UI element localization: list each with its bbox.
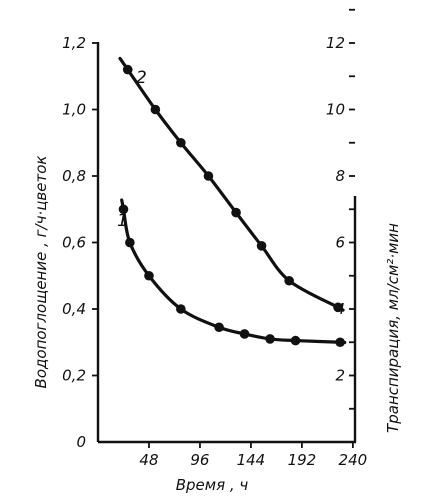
series-1-label: 1 — [117, 211, 128, 231]
labels: Время , ч Водопоглощение , г/ч·цветок Тр… — [32, 68, 402, 494]
left-y-tick-label: 0,6 — [62, 234, 86, 252]
right-y-tick-label: 2 — [335, 367, 345, 385]
left-y-tick-label: 1,2 — [62, 34, 86, 52]
left-y-tick-label: 0 — [76, 433, 86, 451]
left-y-tick-label: 0,8 — [62, 167, 86, 185]
series-2-point — [256, 241, 267, 251]
right-y-tick-label: 12 — [326, 34, 345, 52]
right-y-axis-title: Транспирация, мл/см²·мин — [384, 223, 402, 433]
axes — [96, 42, 357, 444]
right-y-tick-label: 6 — [335, 234, 345, 252]
series-1-point — [239, 329, 250, 339]
left-y-tick-label: 1,0 — [62, 101, 86, 119]
series-1-point — [176, 304, 186, 314]
series-2-point — [176, 137, 186, 148]
x-tick-label: 240 — [339, 451, 368, 469]
series-1-point — [214, 322, 224, 333]
series-2-point — [150, 104, 161, 115]
series-2-point — [203, 171, 214, 181]
left-y-tick-label: 0,2 — [62, 367, 86, 385]
right-y-tick-label: 8 — [335, 167, 345, 185]
series-1-point — [335, 337, 345, 348]
series-1-point — [118, 204, 129, 215]
series-1-line — [120, 198, 347, 345]
series-2-point — [231, 207, 241, 218]
right-y-tick-label: 10 — [326, 101, 345, 119]
series-2-point — [284, 275, 294, 286]
series-2-point — [333, 302, 343, 313]
series-2-label: 2 — [136, 68, 147, 88]
curves — [118, 56, 347, 345]
series-1-point — [144, 270, 154, 281]
x-tick-label: 48 — [139, 451, 158, 469]
series-2-point — [122, 64, 133, 75]
points — [118, 64, 345, 348]
series-1-point — [125, 237, 135, 248]
series-2-line — [118, 56, 345, 312]
left-y-axis-title: Водопоглощение , г/ч·цветок — [32, 156, 50, 389]
left-y-tick-label: 0,4 — [62, 300, 86, 318]
x-tick-label: 144 — [237, 451, 266, 469]
x-axis-title: Время , ч — [176, 476, 249, 494]
series-1-point — [265, 334, 275, 344]
x-tick-label: 96 — [190, 451, 209, 469]
x-tick-label: 192 — [288, 451, 317, 469]
series-1-point — [290, 335, 301, 346]
